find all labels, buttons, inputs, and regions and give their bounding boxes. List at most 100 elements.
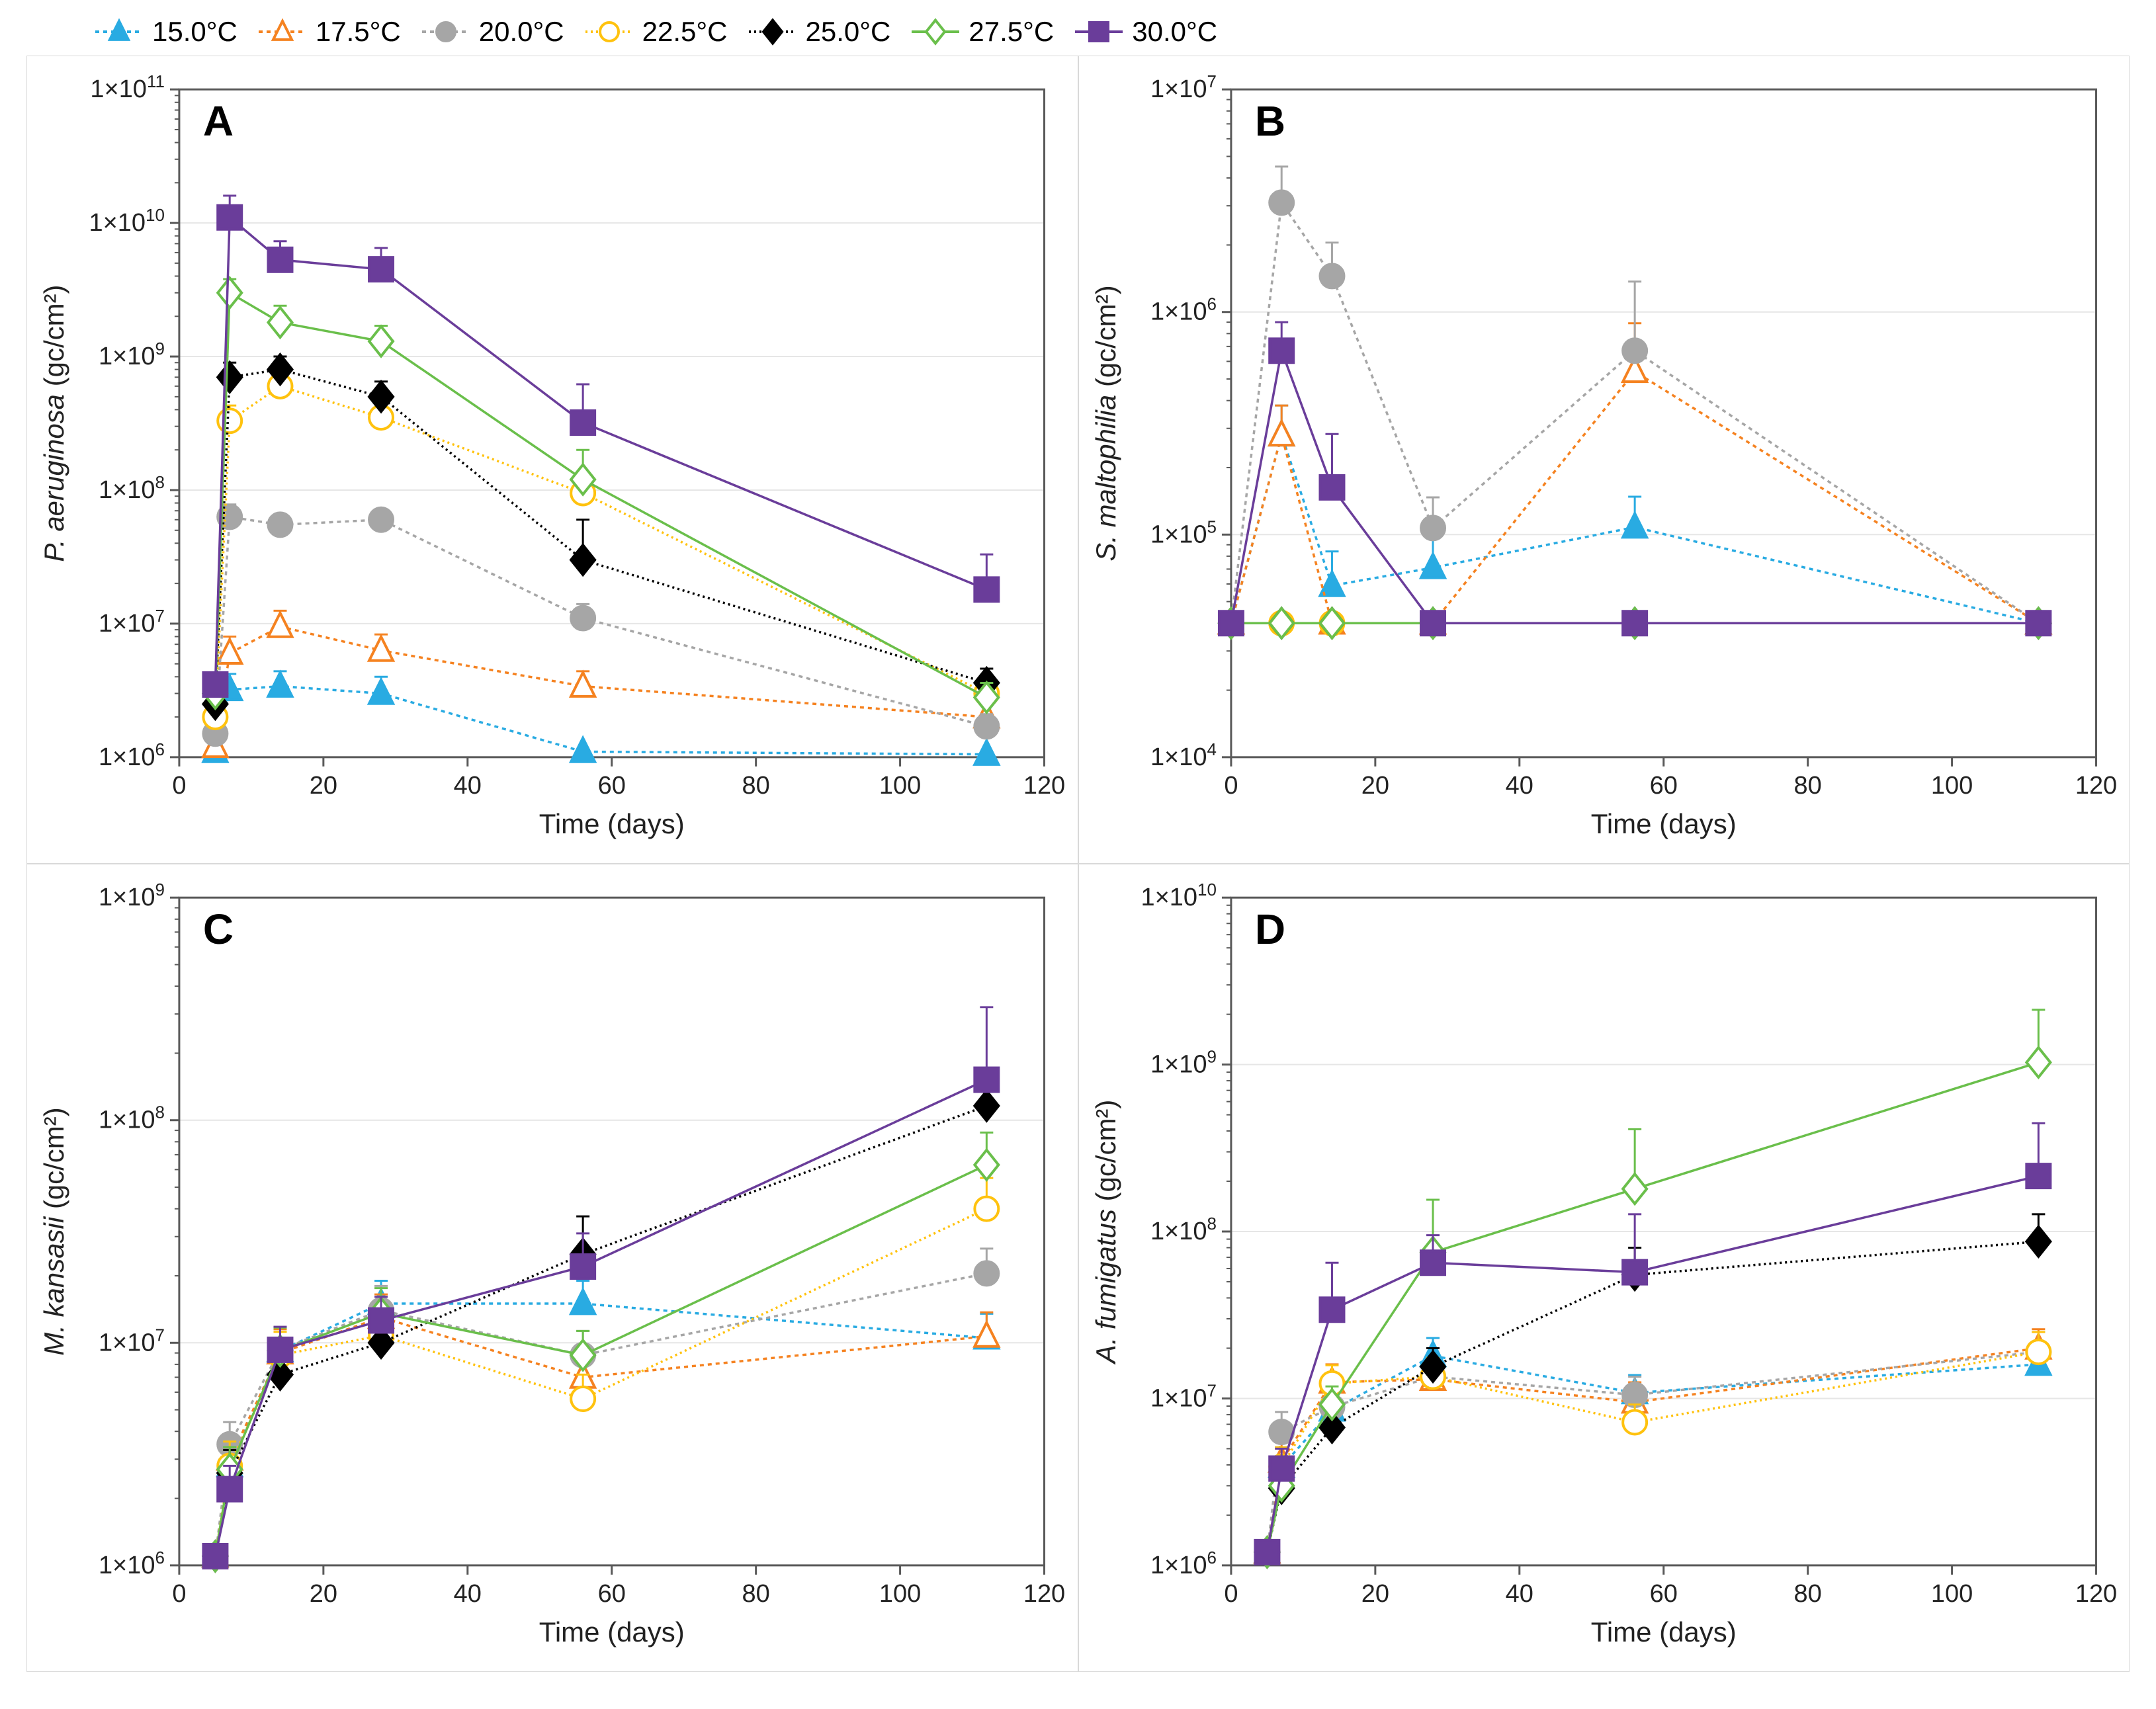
series-marker-s30	[1255, 1540, 1279, 1564]
series-marker-s30	[369, 1309, 393, 1333]
y-tick-label: 1×1010	[1141, 880, 1216, 911]
y-tick-label: 1×108	[99, 1103, 165, 1134]
series-marker-s15	[369, 680, 393, 704]
series-marker-s25	[369, 382, 393, 411]
x-tick-label: 20	[310, 1580, 337, 1608]
legend-label: 17.5°C	[316, 16, 401, 48]
legend-label: 25.0°C	[806, 16, 891, 48]
panel-D: 1×1061×1071×1081×1091×101002040608010012…	[1078, 864, 2130, 1672]
x-tick-label: 20	[1361, 1580, 1389, 1608]
x-axis-label: Time (days)	[539, 1616, 685, 1647]
x-tick-label: 100	[1930, 1580, 1972, 1608]
panel-letter: A	[203, 97, 234, 145]
y-tick-label: 1×107	[1150, 1380, 1216, 1412]
series-line-s175	[1267, 1348, 2038, 1552]
x-tick-label: 0	[172, 772, 186, 800]
series-marker-s275	[268, 308, 292, 337]
series-line-s225	[215, 1209, 986, 1556]
y-tick-label: 1×106	[99, 739, 165, 771]
series-line-s275	[215, 1165, 986, 1556]
series-marker-s225	[1623, 1410, 1647, 1434]
x-tick-label: 120	[2075, 1580, 2116, 1608]
y-tick-label: 1×106	[1150, 294, 1216, 326]
series-marker-s30	[571, 411, 595, 435]
x-axis-label: Time (days)	[539, 808, 685, 839]
x-tick-label: 60	[598, 1580, 626, 1608]
legend-item-s15: 15.0°C	[93, 16, 237, 48]
panel-grid: 1×1061×1071×1081×1091×10101×101102040608…	[26, 56, 2130, 1672]
panel-letter: C	[203, 905, 234, 953]
y-tick-label: 1×107	[1150, 71, 1216, 103]
legend-label: 30.0°C	[1132, 16, 1217, 48]
series-line-s20	[1267, 1352, 2038, 1552]
series-marker-s15	[1623, 513, 1647, 537]
series-marker-s30	[571, 1255, 595, 1278]
x-tick-label: 40	[1505, 772, 1533, 800]
series-line-s15	[1267, 1356, 2038, 1552]
circle-icon	[419, 17, 472, 46]
y-tick-label: 1×109	[99, 880, 165, 911]
legend-item-s20: 20.0°C	[419, 16, 564, 48]
series-marker-s275	[1270, 608, 1293, 638]
series-marker-s15	[268, 673, 292, 696]
legend-item-s275: 27.5°C	[909, 16, 1054, 48]
legend-label: 22.5°C	[642, 16, 728, 48]
x-tick-label: 80	[742, 772, 770, 800]
series-marker-s25	[571, 545, 595, 575]
series-marker-s225	[571, 1387, 595, 1411]
y-axis-label: S. maltophilia (gc/cm²)	[1090, 285, 1121, 561]
y-tick-label: 1×106	[99, 1548, 165, 1579]
panel-C: 1×1061×1071×1081×109020406080100120Time …	[26, 864, 1078, 1672]
series-marker-s175	[571, 673, 595, 696]
x-tick-label: 80	[1793, 772, 1821, 800]
x-tick-label: 20	[1361, 772, 1389, 800]
y-tick-label: 1×106	[1150, 1548, 1216, 1579]
panel-A: 1×1061×1071×1081×1091×10101×101102040608…	[26, 56, 1078, 864]
series-marker-s15	[571, 1290, 595, 1313]
series-marker-s30	[218, 206, 241, 229]
series-marker-s20	[974, 714, 998, 738]
x-tick-label: 120	[2075, 772, 2116, 800]
x-tick-label: 80	[742, 1580, 770, 1608]
series-marker-s20	[1270, 190, 1293, 214]
x-tick-label: 80	[1793, 1580, 1821, 1608]
y-tick-label: 1×107	[99, 1325, 165, 1356]
series-line-s15	[215, 1304, 986, 1556]
series-marker-s30	[2026, 611, 2050, 635]
series-marker-s275	[2026, 1048, 2050, 1077]
series-marker-s275	[571, 1340, 595, 1370]
x-tick-label: 60	[1649, 1580, 1677, 1608]
series-marker-s30	[203, 1544, 227, 1568]
y-axis-label: P. aeruginosa (gc/cm²)	[38, 284, 69, 562]
figure-page: 15.0°C 17.5°C 20.0°C 22.5°C 25.0°C 27.5°C 30.0…	[0, 0, 2156, 1709]
y-tick-label: 1×107	[99, 606, 165, 638]
series-marker-s30	[974, 577, 998, 601]
panel-B: 1×1041×1051×1061×107020406080100120Time …	[1078, 56, 2130, 864]
series-marker-s30	[369, 257, 393, 281]
x-tick-label: 20	[310, 772, 337, 800]
series-line-s175	[215, 1317, 986, 1556]
series-line-s225	[1267, 1352, 2038, 1552]
y-axis-label: M. kansasii (gc/cm²)	[38, 1107, 69, 1355]
x-tick-label: 0	[1224, 772, 1238, 800]
panel-letter: B	[1254, 97, 1285, 145]
legend-label: 27.5°C	[969, 16, 1054, 48]
legend-item-s225: 22.5°C	[583, 16, 728, 48]
y-axis-label: A. fumigatus (gc/cm²)	[1090, 1100, 1121, 1366]
series-marker-s175	[974, 1323, 998, 1347]
series-marker-s15	[1421, 554, 1445, 578]
series-marker-s20	[571, 606, 595, 630]
series-marker-s275	[974, 1150, 998, 1180]
x-tick-label: 100	[879, 772, 921, 800]
legend-label: 20.0°C	[479, 16, 564, 48]
series-marker-s20	[268, 513, 292, 536]
series-marker-s15	[571, 738, 595, 762]
x-tick-label: 120	[1023, 772, 1065, 800]
legend-item-s30: 30.0°C	[1072, 16, 1217, 48]
x-axis-label: Time (days)	[1590, 808, 1736, 839]
series-line-s175	[215, 626, 986, 746]
series-line-s20	[215, 1273, 986, 1556]
y-tick-label: 1×104	[1150, 739, 1216, 771]
series-marker-s30	[203, 673, 227, 696]
series-line-s20	[1230, 202, 2038, 623]
